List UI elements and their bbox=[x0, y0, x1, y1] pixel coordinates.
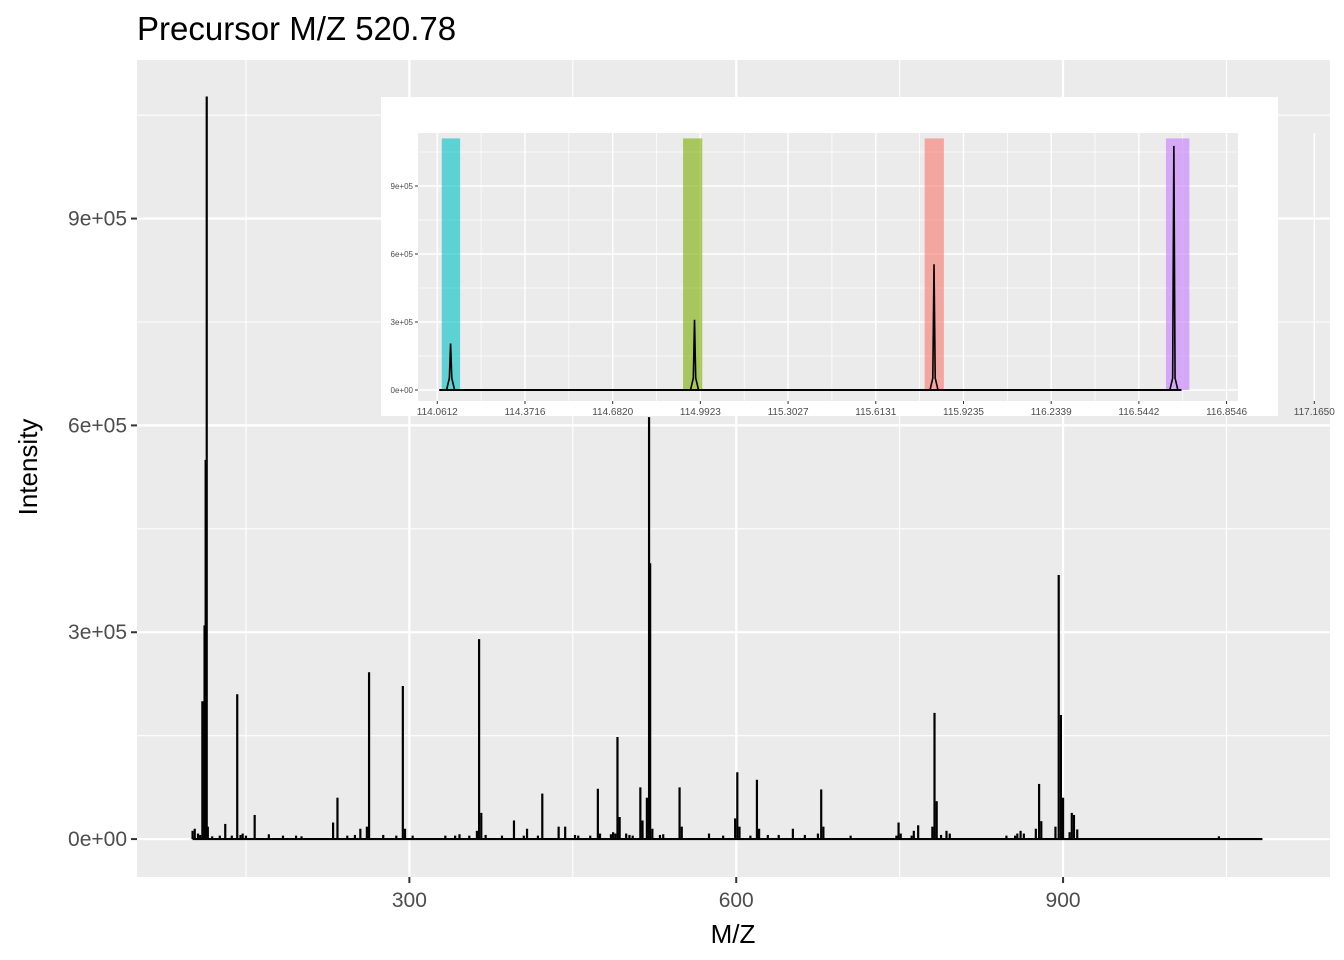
y-axis-title: Intensity bbox=[13, 419, 43, 516]
inset-x-tick-label: 116.5442 bbox=[1118, 407, 1159, 418]
inset-panel bbox=[418, 133, 1238, 401]
inset-x-tick-label: 115.9235 bbox=[943, 407, 984, 418]
main-spectrum bbox=[191, 96, 1263, 841]
inset-peak bbox=[929, 264, 939, 391]
inset-x-tick-label: 116.2339 bbox=[1031, 407, 1072, 418]
inset-y-tick-label: 0e+00 bbox=[391, 386, 414, 395]
highlight-band bbox=[1165, 138, 1190, 390]
inset-x-tick-label: 114.6820 bbox=[592, 407, 633, 418]
inset-peak bbox=[1169, 145, 1179, 391]
x-axis-title: M/Z bbox=[711, 919, 756, 949]
y-tick-label: 3e+05 bbox=[68, 621, 127, 644]
x-tick-label: 600 bbox=[719, 889, 754, 912]
inset-x-tick-label: 117.1650 bbox=[1294, 407, 1335, 418]
inset-x-tick-label: 114.9923 bbox=[680, 407, 721, 418]
chart-title: Precursor M/Z 520.78 bbox=[137, 10, 456, 47]
inset-y-tick-label: 9e+05 bbox=[391, 182, 414, 191]
inset-x-tick-label: 114.0612 bbox=[417, 407, 458, 418]
y-tick-label: 6e+05 bbox=[68, 414, 127, 437]
inset-x-tick-label: 116.8546 bbox=[1206, 407, 1247, 418]
y-tick-label: 9e+05 bbox=[68, 208, 127, 231]
inset-peak bbox=[689, 319, 700, 391]
inset-x-tick-label: 115.3027 bbox=[768, 407, 809, 418]
inset-x-tick-label: 115.6131 bbox=[855, 407, 896, 418]
inset-peak bbox=[445, 343, 456, 391]
inset-spectrum bbox=[439, 145, 1182, 391]
inset-y-tick-label: 6e+05 bbox=[391, 250, 414, 259]
inset-chart: 114.0612 114.3716 114.6820 114.9923 115.3027… bbox=[381, 97, 1335, 418]
inset-grid bbox=[418, 133, 1315, 401]
main-axes: 300 600 900 0e+00 3e+05 6e+05 9e+05 bbox=[68, 208, 1081, 912]
y-tick-label: 0e+00 bbox=[68, 828, 127, 851]
highlight-band bbox=[441, 138, 461, 390]
highlight-band bbox=[683, 138, 703, 390]
x-tick-label: 300 bbox=[392, 889, 427, 912]
inset-axes: 114.0612 114.3716 114.6820 114.9923 115.3027… bbox=[391, 182, 1336, 418]
inset-x-tick-label: 114.3716 bbox=[504, 407, 545, 418]
x-tick-label: 900 bbox=[1046, 889, 1081, 912]
inset-y-tick-label: 3e+05 bbox=[391, 318, 414, 327]
